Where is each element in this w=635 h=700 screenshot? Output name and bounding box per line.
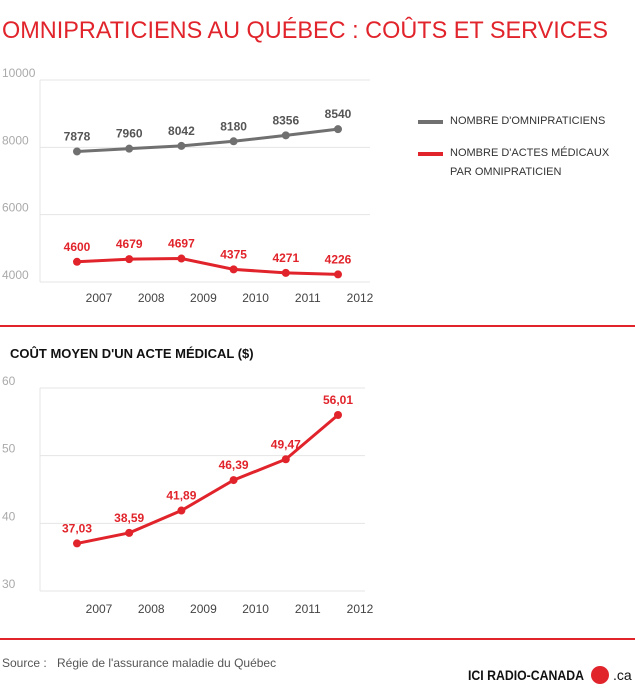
brand-name: ICI RADIO-CANADA	[468, 667, 584, 683]
x-tick-label: 2008	[138, 602, 165, 616]
point	[281, 268, 290, 277]
point	[334, 410, 342, 419]
x-tick-label: 2010	[242, 602, 269, 616]
data-label: 4600	[64, 240, 91, 254]
point	[73, 147, 81, 156]
point	[281, 131, 290, 140]
point	[73, 257, 81, 266]
legend-item: NOMBRE D'OMNIPRATICIENS	[450, 115, 606, 127]
line	[76, 413, 339, 545]
data-label: 4226	[325, 252, 352, 266]
line	[76, 257, 339, 276]
point	[177, 141, 186, 150]
legend-item: NOMBRE D'ACTES MÉDICAUX PAR OMNIPRATICIE…	[450, 147, 610, 178]
data-label: 4271	[272, 251, 299, 265]
point	[125, 528, 134, 537]
point	[125, 255, 134, 264]
x-tick-label: 2010	[242, 291, 269, 305]
y-tick-label: 40	[2, 509, 16, 523]
point	[334, 125, 342, 134]
y-tick-label: 6000	[2, 201, 29, 215]
data-label: 4697	[168, 237, 195, 251]
y-tick-label: 30	[2, 577, 16, 591]
data-label: 8042	[168, 124, 195, 138]
chart-title: COÛT MOYEN D'UN ACTE MÉDICAL ($)	[10, 346, 254, 361]
data-label: 41,89	[166, 489, 196, 503]
y-tick-label: 50	[2, 442, 16, 456]
x-tick-label: 2012	[347, 291, 374, 305]
y-tick-label: 4000	[2, 268, 29, 282]
point	[229, 265, 238, 274]
point	[334, 270, 342, 279]
legend-label: NOMBRE D'ACTES MÉDICAUX PAR OMNIPRATICIE…	[450, 147, 610, 178]
data-label: 7878	[64, 129, 91, 143]
source-text: Régie de l'assurance maladie du Québec	[57, 656, 276, 670]
data-label: 46,39	[219, 458, 249, 472]
x-tick-label: 2011	[295, 291, 321, 305]
point	[281, 455, 290, 464]
data-label: 4679	[116, 237, 143, 251]
point	[73, 539, 81, 548]
x-tick-label: 2007	[86, 291, 113, 305]
source-label: Source :	[2, 656, 47, 670]
data-label: 8180	[220, 119, 247, 133]
point	[177, 254, 186, 263]
x-tick-label: 2012	[347, 602, 374, 616]
data-label: 7960	[116, 127, 143, 141]
point	[229, 137, 238, 146]
point	[125, 144, 134, 153]
x-tick-label: 2011	[295, 602, 321, 616]
data-label: 38,59	[114, 511, 144, 525]
data-label: 4375	[220, 247, 247, 261]
x-tick-label: 2008	[138, 291, 165, 305]
page-title: OMNIPRATICIENS AU QUÉBEC : COÛTS ET SERV…	[2, 16, 608, 44]
point	[177, 506, 186, 515]
line	[76, 127, 339, 153]
data-label: 37,03	[62, 521, 92, 535]
legend-label: NOMBRE D'OMNIPRATICIENS	[450, 115, 606, 127]
data-label: 56,01	[323, 393, 353, 407]
brand-logo	[591, 666, 609, 684]
x-tick-label: 2007	[86, 602, 113, 616]
point	[229, 476, 238, 485]
data-label: 8540	[325, 107, 352, 121]
data-label: 8356	[272, 113, 299, 127]
brand-suffix: .ca	[613, 667, 632, 683]
x-tick-label: 2009	[190, 602, 217, 616]
x-tick-label: 2009	[190, 291, 217, 305]
y-tick-label: 60	[2, 374, 16, 388]
y-tick-label: 8000	[2, 133, 29, 147]
data-label: 49,47	[271, 437, 301, 451]
y-tick-label: 10000	[2, 66, 36, 80]
